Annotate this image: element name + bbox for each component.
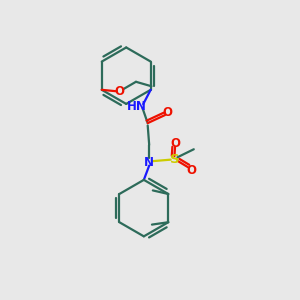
Text: N: N (144, 155, 154, 169)
Text: HN: HN (128, 100, 147, 113)
Text: O: O (186, 164, 196, 177)
Text: S: S (169, 153, 179, 166)
Text: O: O (170, 137, 180, 150)
Text: O: O (162, 106, 172, 119)
Text: O: O (115, 85, 124, 98)
